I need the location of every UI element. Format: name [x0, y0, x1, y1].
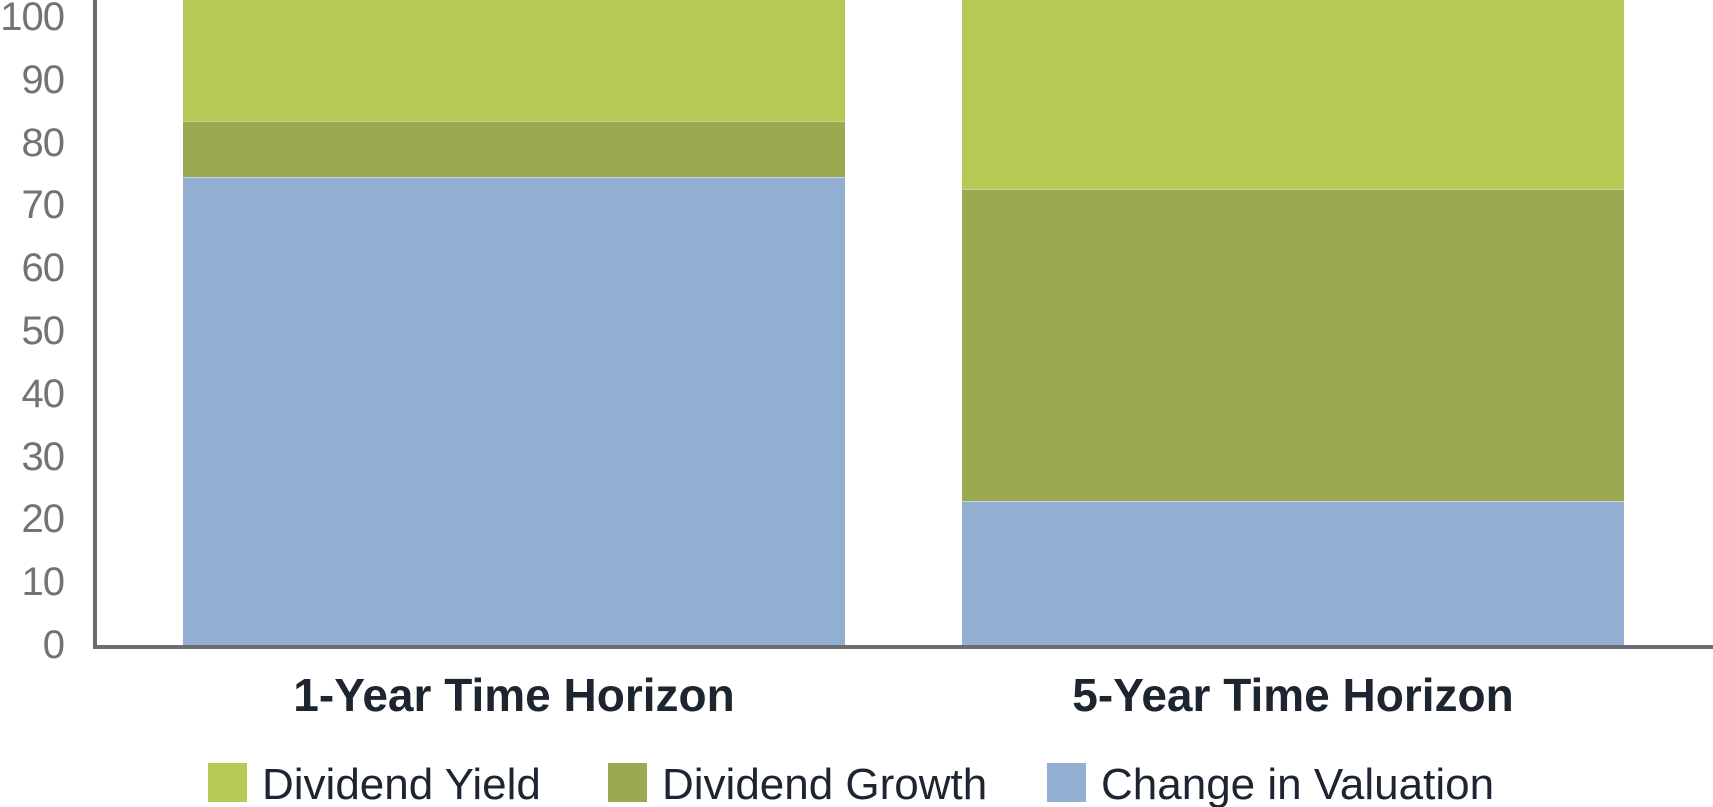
- legend-label-dividend-yield: Dividend Yield: [262, 760, 541, 807]
- y-tick-label-70: 70: [21, 183, 66, 228]
- y-axis-line: [93, 0, 97, 649]
- legend-swatch-change-in-valuation: [1047, 763, 1086, 802]
- y-axis-tick-labels: 0 10 20 30 40 50 60 70 80 90 100: [0, 0, 66, 665]
- legend-item-dividend-growth: Dividend Growth: [608, 763, 987, 807]
- legend-label-dividend-growth: Dividend Growth: [662, 760, 988, 807]
- y-tick-label-50: 50: [21, 309, 66, 353]
- bars-layer: [183, 0, 1624, 645]
- plot-area: 0 10 20 30 40 50 60 70 80 90 100: [0, 0, 1713, 665]
- y-tick-label-20: 20: [21, 497, 66, 542]
- bar-5-year-time-horizon: [962, 0, 1624, 645]
- category-label-1-year-time-horizon: 1-Year Time Horizon: [293, 669, 735, 721]
- y-tick-label-40: 40: [21, 371, 66, 416]
- y-tick-label-100: 100: [0, 0, 65, 39]
- bar-segment-dividend-growth: [183, 120, 845, 177]
- category-label-5-year-time-horizon: 5-Year Time Horizon: [1072, 669, 1514, 721]
- bar-1-year-time-horizon: [183, 0, 845, 645]
- y-tick-label-90: 90: [21, 57, 66, 102]
- bar-segment-dividend-yield: [183, 0, 845, 121]
- legend: Dividend Yield Dividend Growth Change in V…: [0, 763, 1713, 807]
- y-tick-label-60: 60: [21, 246, 66, 291]
- legend-item-change-in-valuation: Change in Valuation: [1047, 763, 1494, 807]
- y-tick-label-30: 30: [21, 434, 66, 479]
- bar-segment-change-in-valuation: [962, 501, 1624, 645]
- y-tick-label-10: 10: [21, 560, 66, 605]
- legend-label-change-in-valuation: Change in Valuation: [1101, 760, 1495, 807]
- y-tick-label-80: 80: [21, 120, 66, 165]
- bar-segment-dividend-growth: [962, 189, 1624, 502]
- x-axis-line: [93, 645, 1713, 649]
- legend-item-dividend-yield: Dividend Yield: [208, 763, 541, 807]
- y-tick-label-0: 0: [42, 623, 65, 667]
- legend-swatch-dividend-yield: [208, 763, 247, 802]
- legend-swatch-dividend-growth: [608, 763, 647, 802]
- bar-segment-change-in-valuation: [183, 177, 845, 645]
- bar-segment-dividend-yield: [962, 0, 1624, 190]
